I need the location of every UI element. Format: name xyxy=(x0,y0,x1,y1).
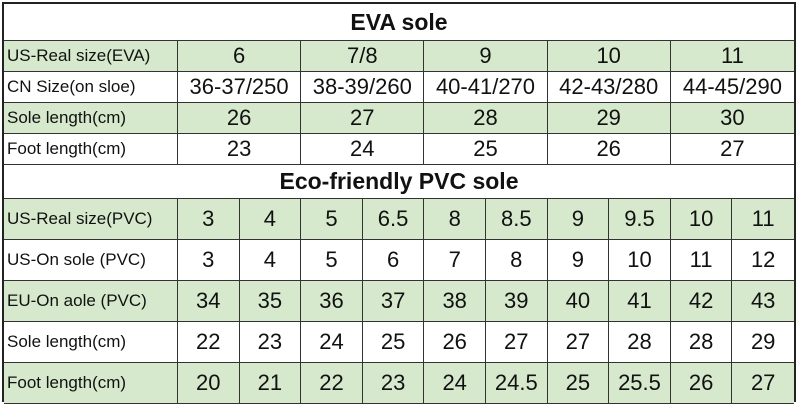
size-value: 28 xyxy=(609,322,671,363)
size-value: 26 xyxy=(670,363,733,404)
size-value: 41 xyxy=(609,281,671,322)
size-value: 24.5 xyxy=(486,363,548,404)
row-label: Sole length(cm) xyxy=(4,103,178,134)
row-label: US-Real size(EVA) xyxy=(4,41,178,72)
size-value: 3 xyxy=(178,240,240,281)
size-value: 22 xyxy=(301,363,363,404)
size-value: 21 xyxy=(239,363,302,404)
size-value: 29 xyxy=(732,322,794,363)
size-value: 25 xyxy=(362,322,425,363)
size-value: 11 xyxy=(670,41,794,72)
size-value: 27 xyxy=(547,322,610,363)
row-label: US-On sole (PVC) xyxy=(4,240,178,281)
size-value: 42 xyxy=(670,281,733,322)
size-value: 42-43/280 xyxy=(547,72,671,103)
size-value: 27 xyxy=(486,322,548,363)
size-value: 26 xyxy=(178,103,302,134)
size-value: 9 xyxy=(424,41,548,72)
size-value: 25 xyxy=(547,363,610,404)
size-value: 37 xyxy=(362,281,425,322)
size-value: 10 xyxy=(670,199,733,240)
size-value: 6 xyxy=(362,240,425,281)
size-value: 36-37/250 xyxy=(178,72,302,103)
size-value: 28 xyxy=(424,103,548,134)
size-value: 26 xyxy=(547,134,671,165)
size-value: 44-45/290 xyxy=(670,72,794,103)
size-value: 11 xyxy=(732,199,794,240)
size-value: 27 xyxy=(670,134,794,165)
size-value: 23 xyxy=(178,134,302,165)
size-value: 38-39/260 xyxy=(301,72,425,103)
section-title: EVA sole xyxy=(4,4,794,41)
size-value: 4 xyxy=(239,240,302,281)
size-value: 23 xyxy=(239,322,302,363)
size-value: 6.5 xyxy=(362,199,425,240)
row-label: CN Size(on sloe) xyxy=(4,72,178,103)
size-value: 24 xyxy=(301,134,425,165)
size-value: 25 xyxy=(424,134,548,165)
size-value: 12 xyxy=(732,240,794,281)
size-value: 38 xyxy=(424,281,486,322)
size-value: 24 xyxy=(301,322,363,363)
size-value: 27 xyxy=(732,363,794,404)
size-value: 24 xyxy=(424,363,486,404)
size-value: 9.5 xyxy=(609,199,671,240)
size-value: 9 xyxy=(547,240,610,281)
section-title: Eco-friendly PVC sole xyxy=(4,165,794,199)
size-value: 23 xyxy=(362,363,425,404)
size-value: 7/8 xyxy=(301,41,425,72)
size-value: 27 xyxy=(301,103,425,134)
size-value: 10 xyxy=(609,240,671,281)
size-value: 25.5 xyxy=(609,363,671,404)
size-value: 8 xyxy=(424,199,486,240)
size-value: 6 xyxy=(178,41,302,72)
size-value: 40 xyxy=(547,281,610,322)
size-value: 30 xyxy=(670,103,794,134)
size-value: 39 xyxy=(486,281,548,322)
size-value: 5 xyxy=(301,199,363,240)
size-value: 9 xyxy=(547,199,610,240)
size-value: 8 xyxy=(486,240,548,281)
size-value: 7 xyxy=(424,240,486,281)
size-value: 22 xyxy=(178,322,240,363)
size-value: 3 xyxy=(178,199,240,240)
size-value: 40-41/270 xyxy=(424,72,548,103)
size-value: 35 xyxy=(239,281,302,322)
row-label: EU-On aole (PVC) xyxy=(4,281,178,322)
size-value: 34 xyxy=(178,281,240,322)
row-label: Sole length(cm) xyxy=(4,322,178,363)
size-value: 36 xyxy=(301,281,363,322)
size-value: 20 xyxy=(178,363,240,404)
row-label: US-Real size(PVC) xyxy=(4,199,178,240)
size-value: 4 xyxy=(239,199,302,240)
size-value: 29 xyxy=(547,103,671,134)
size-value: 8.5 xyxy=(486,199,548,240)
size-value: 5 xyxy=(301,240,363,281)
size-value: 28 xyxy=(670,322,733,363)
size-value: 11 xyxy=(670,240,733,281)
size-value: 10 xyxy=(547,41,671,72)
size-value: 43 xyxy=(732,281,794,322)
row-label: Foot length(cm) xyxy=(4,134,178,165)
size-value: 26 xyxy=(424,322,486,363)
row-label: Foot length(cm) xyxy=(4,363,178,404)
